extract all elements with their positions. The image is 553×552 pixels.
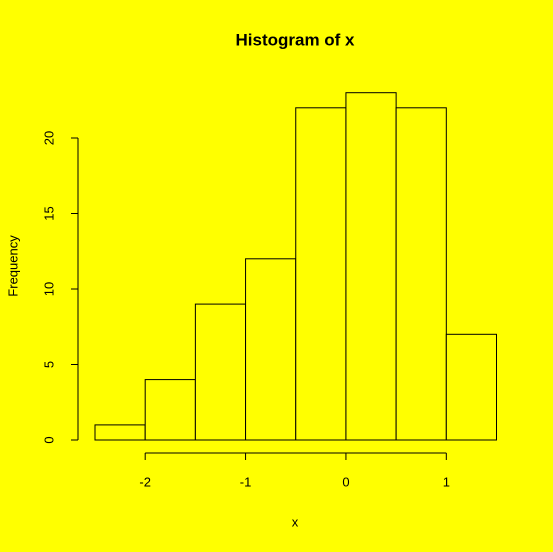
bar [245, 258, 297, 441]
x-tick-label: 1 [443, 474, 450, 489]
x-tick-label: -1 [240, 474, 252, 489]
y-tick-label: 15 [41, 206, 56, 220]
x-tick-label: -2 [139, 474, 151, 489]
x-tick-label: 0 [342, 474, 349, 489]
bar [395, 107, 447, 441]
y-tick-label: 0 [41, 436, 56, 443]
bar [194, 303, 247, 441]
bar [445, 333, 497, 441]
y-axis-label: Frequency [5, 235, 20, 297]
bar [345, 92, 397, 441]
bar [94, 424, 146, 441]
bar [295, 107, 347, 441]
y-tick-label: 5 [41, 361, 56, 368]
chart-title: Histogram of x [235, 30, 355, 49]
y-tick-label: 20 [41, 131, 56, 145]
x-axis-label: x [292, 514, 299, 529]
bar [144, 379, 196, 441]
y-tick-label: 10 [41, 282, 56, 296]
